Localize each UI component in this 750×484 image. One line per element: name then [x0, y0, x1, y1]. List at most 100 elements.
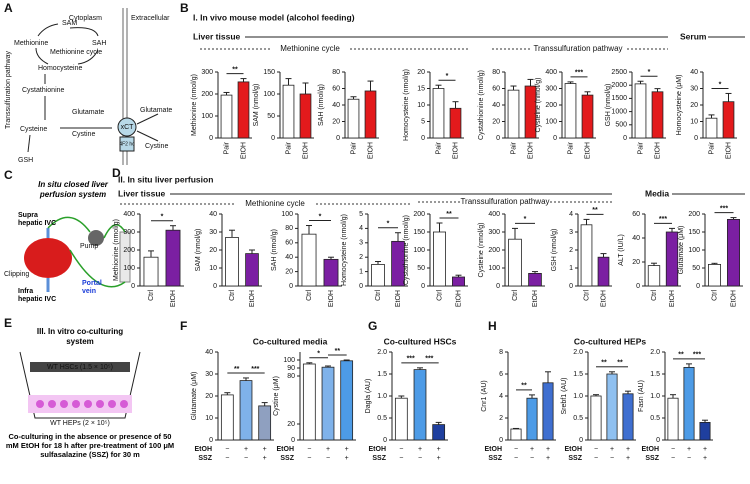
y-tick-label: 0: [271, 135, 275, 142]
label: WT HSCs (1.5 × 10⁵): [47, 364, 113, 371]
y-tick-label: 10: [205, 415, 213, 422]
condition-name: EtOH: [565, 446, 583, 453]
label: Cystathionine: [22, 87, 65, 94]
x-tick-label: EtOH: [367, 142, 374, 159]
condition-label: −: [514, 446, 518, 453]
y-tick-label: 20: [209, 247, 217, 254]
y-axis-label: Cystathionine (nmol/g): [403, 215, 410, 285]
y-tick-label: 4: [499, 393, 503, 400]
bar: [651, 91, 664, 139]
y-tick-label: 500: [615, 122, 627, 129]
significance-label: *: [719, 81, 722, 88]
y-tick-label: 0: [579, 437, 583, 444]
x-tick-label: Ctrl: [711, 290, 718, 301]
y-tick-label: 50: [692, 265, 700, 272]
bar: [581, 94, 594, 139]
significance-label: *: [317, 351, 320, 358]
significance-label: *: [446, 73, 449, 80]
y-axis-label: Methionine (nmol/g): [191, 74, 198, 136]
y-tick-label: 0: [209, 437, 213, 444]
condition-label: +: [546, 455, 550, 462]
diagram-a: [27, 8, 159, 165]
y-tick-label: 0: [213, 283, 217, 290]
condition-label: −: [326, 455, 330, 462]
y-tick-label: 100: [488, 265, 500, 272]
label: Methionine cycle: [50, 49, 102, 56]
panel-letter: F: [180, 319, 187, 333]
condition-name: SSZ: [280, 455, 294, 462]
bar: [143, 256, 159, 287]
label: SAH: [92, 40, 106, 47]
bar: [245, 253, 259, 287]
y-tick-label: 400: [123, 211, 135, 218]
y-tick-label: 150: [688, 229, 700, 236]
bar: [528, 272, 542, 287]
y-axis-label: GSH (nmol/g): [605, 84, 612, 127]
panel-letter: C: [4, 168, 13, 182]
y-tick-label: 100: [688, 247, 700, 254]
x-tick-label: EtOH: [455, 290, 462, 307]
bar: [667, 397, 679, 441]
section-label: Methionine cycle: [245, 199, 305, 208]
y-tick-label: 400: [488, 211, 500, 218]
y-tick-label: 4: [359, 225, 363, 232]
bar: [433, 231, 446, 287]
x-tick-label: EtOH: [669, 290, 676, 307]
x-tick-label: Pair: [223, 141, 230, 154]
y-tick-label: 6: [499, 371, 503, 378]
bar: [634, 83, 647, 139]
label: Methionine: [14, 40, 48, 47]
y-axis-label: Glutamate (μM): [191, 372, 198, 421]
y-tick-label: 100: [263, 91, 275, 98]
y-tick-label: 80: [332, 69, 340, 76]
y-tick-label: 0: [336, 135, 340, 142]
bar: [606, 373, 618, 441]
y-tick-label: 2.0: [650, 349, 660, 356]
y-axis-label: Cystathionine (nmol/g): [478, 70, 485, 140]
bar: [590, 395, 602, 441]
y-tick-label: 200: [488, 247, 500, 254]
condition-label: +: [626, 455, 630, 462]
y-tick-label: 60: [332, 85, 340, 92]
y-tick-label: 40: [492, 102, 500, 109]
y-tick-label: 1.0: [650, 393, 660, 400]
y-tick-label: 40: [632, 235, 640, 242]
y-axis-label: Glutamate (μM): [678, 226, 685, 275]
y-axis-label: Cysteine (nmol/g): [535, 78, 542, 133]
bar: [371, 263, 385, 287]
label: 4F2 hc: [119, 141, 135, 147]
x-tick-label: EtOH: [584, 142, 591, 159]
condition-label: +: [437, 446, 441, 453]
section-header: Serum: [680, 31, 707, 41]
x-tick-label: Ctrl: [148, 290, 155, 301]
y-tick-label: 1.0: [573, 393, 583, 400]
x-tick-label: Pair: [708, 141, 715, 154]
bar: [665, 231, 679, 287]
label: Extracellular: [131, 15, 170, 22]
condition-label: +: [244, 446, 248, 453]
condition-label: −: [307, 446, 311, 453]
bar: [323, 258, 339, 287]
x-tick-label: EtOH: [249, 290, 256, 307]
y-tick-label: 0: [496, 283, 500, 290]
label: Portal vein: [82, 280, 102, 295]
condition-label: −: [594, 455, 598, 462]
y-tick-label: 200: [201, 91, 213, 98]
y-axis-label: Cnr1 (AU): [481, 380, 488, 412]
y-tick-label: 2.0: [377, 349, 387, 356]
y-tick-label: 300: [545, 85, 557, 92]
x-tick-label: Pair: [567, 141, 574, 154]
bar: [452, 276, 465, 287]
y-tick-label: 20: [690, 102, 698, 109]
y-tick-label: 60: [632, 211, 640, 218]
bar: [347, 98, 360, 139]
y-tick-label: 20: [492, 118, 500, 125]
condition-name: SSZ: [568, 455, 582, 462]
bar: [220, 394, 234, 441]
y-tick-label: 2500: [611, 69, 627, 76]
y-tick-label: 150: [413, 229, 425, 236]
y-tick-label: 20: [205, 393, 213, 400]
bar: [321, 366, 335, 441]
condition-label: +: [263, 446, 267, 453]
y-tick-label: 400: [545, 69, 557, 76]
